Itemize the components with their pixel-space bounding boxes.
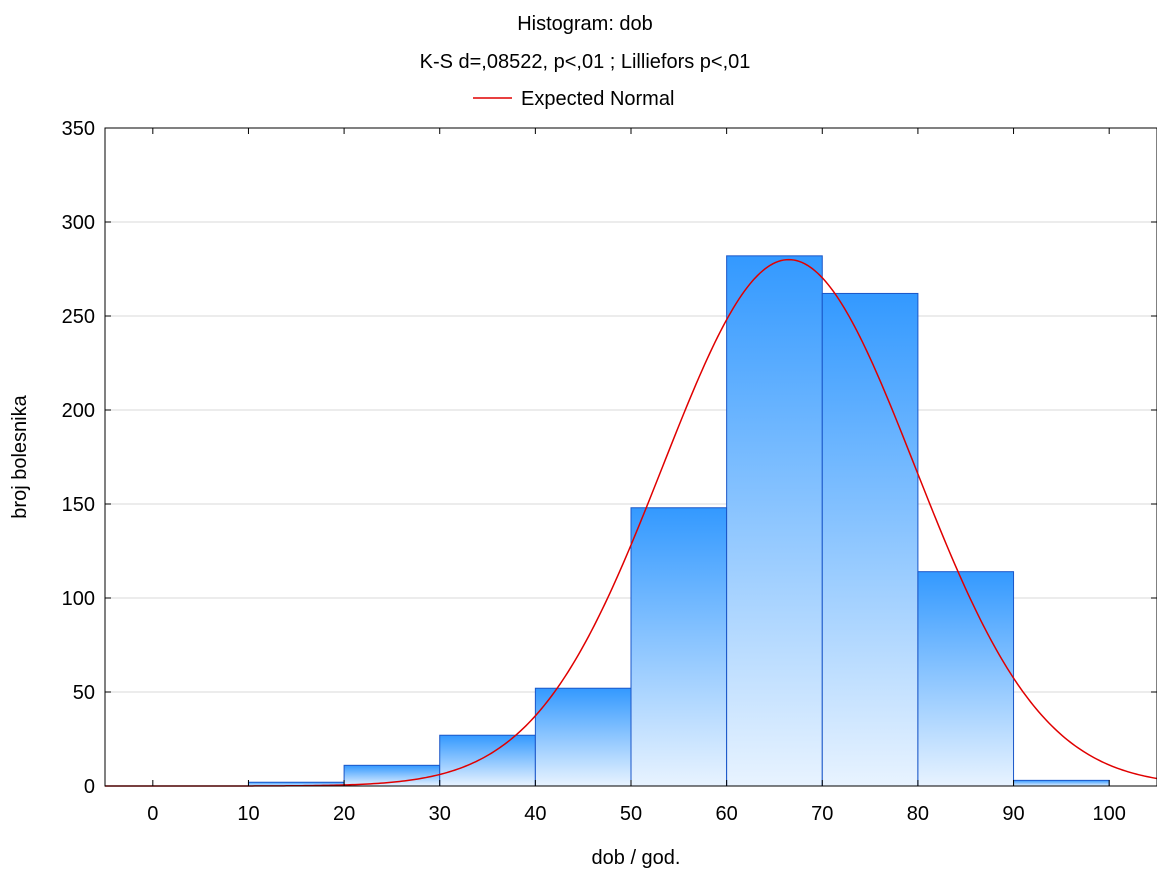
x-tick-label: 60 [716, 803, 738, 825]
x-tick-label: 70 [811, 803, 833, 825]
histogram-bar [917, 571, 1015, 787]
y-tick-label: 350 [62, 118, 95, 140]
legend-label-expected-normal: Expected Normal [521, 88, 674, 110]
y-tick-label: 50 [73, 682, 95, 704]
histogram-bar [534, 687, 632, 787]
y-tick-label: 300 [62, 212, 95, 234]
y-axis-label: broj bolesnika [9, 394, 31, 518]
y-tick-label: 0 [84, 776, 95, 798]
x-axis-label: dob / god. [592, 847, 681, 869]
x-tick-label: 30 [429, 803, 451, 825]
histogram-bar [630, 507, 728, 787]
x-tick-label: 20 [333, 803, 355, 825]
y-tick-label: 200 [62, 400, 95, 422]
histogram-bar [726, 255, 823, 787]
y-tick-label: 150 [62, 494, 95, 516]
x-tick-label: 100 [1092, 803, 1125, 825]
y-tick-label: 250 [62, 306, 95, 328]
bars [247, 255, 1110, 787]
axes: 0 50 100 150 200 250 300 350 0 10 20 30 40 50 60 70 80 90… [62, 118, 1157, 825]
y-tick-label: 100 [62, 588, 95, 610]
legend: Expected Normal [473, 88, 674, 110]
x-tick-label: 80 [907, 803, 929, 825]
histogram-bar [821, 292, 919, 787]
x-tick-label: 0 [147, 803, 158, 825]
chart-subtitle: K-S d=,08522, p<,01 ; Lilliefors p<,01 [420, 51, 751, 73]
histogram-bar [1013, 779, 1110, 787]
x-tick-label: 10 [237, 803, 259, 825]
x-tick-label: 50 [620, 803, 642, 825]
x-tick-label: 40 [524, 803, 546, 825]
histogram-bar [439, 734, 536, 787]
x-tick-label: 90 [1002, 803, 1024, 825]
chart-title: Histogram: dob [517, 13, 653, 35]
